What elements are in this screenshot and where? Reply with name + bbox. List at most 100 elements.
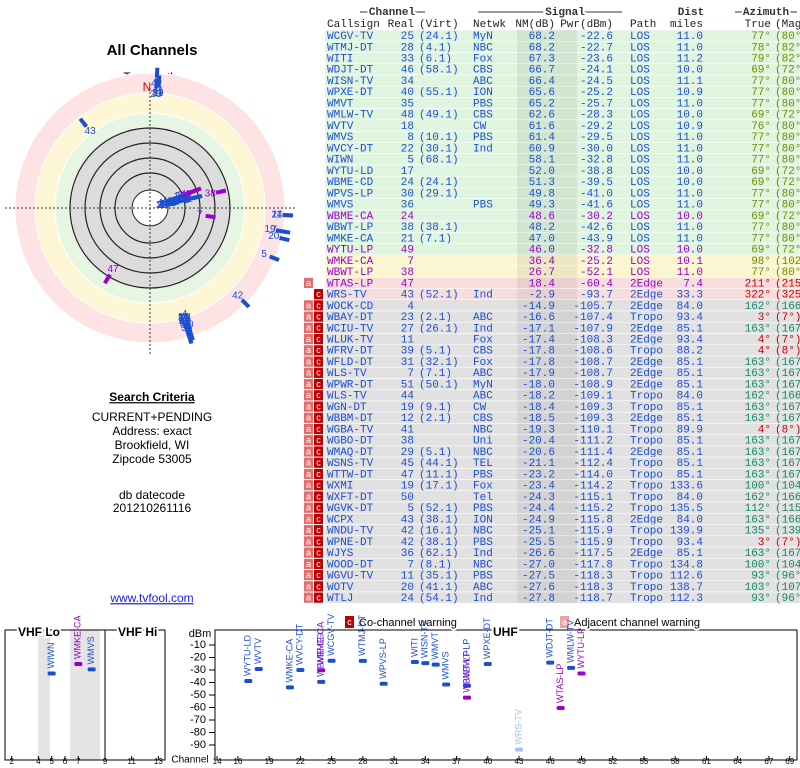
warning-letter: a	[306, 401, 311, 411]
table-cell: (17.1)	[419, 481, 459, 493]
table-cell: 112°	[745, 503, 771, 515]
table-cell: 3°	[758, 312, 771, 324]
table-cell: PBS	[473, 537, 493, 549]
signal-label: WTAS-LP	[555, 664, 565, 703]
table-cell: LOS	[630, 132, 650, 144]
table-cell: (8°)	[775, 424, 800, 436]
table-cell: 85.1	[677, 458, 704, 470]
table-cell: ABC	[473, 582, 493, 594]
table-cell: 11.0	[677, 267, 703, 279]
table-cell: 33	[401, 54, 414, 66]
table-cell: Ind	[473, 143, 493, 155]
table-cell: 49	[401, 245, 414, 257]
table-cell: -26.6	[522, 548, 555, 560]
table-cell: -41.6	[580, 200, 613, 212]
nm-cell	[517, 580, 577, 592]
y-tick-label: -50	[190, 689, 206, 701]
table-cell: 2Edge	[630, 413, 663, 425]
warning-icon	[304, 558, 313, 570]
table-cell: 11.0	[677, 233, 703, 245]
table-cell: 24	[401, 177, 415, 189]
table-cell: 38	[401, 436, 414, 448]
signal-label: WMLW-TV	[565, 620, 575, 663]
table-cell: -24.5	[580, 76, 613, 88]
table-cell: PBS	[473, 503, 493, 515]
table-cell: 77°	[751, 233, 771, 245]
table-cell: 36	[401, 200, 414, 212]
warning-icon	[304, 570, 313, 581]
signal-label: WVTV	[253, 638, 263, 664]
table-cell: 11.0	[677, 143, 703, 155]
table-cell: MyN	[473, 31, 493, 43]
table-cell: (167°)	[775, 548, 800, 560]
radar-channel: 36	[181, 323, 193, 334]
table-cell: 41	[401, 424, 415, 436]
site-link[interactable]: www.tvfool.com	[109, 591, 193, 605]
table-cell: WCIU-TV	[327, 323, 374, 335]
table-cell: 11	[401, 571, 415, 583]
x-tick-label: 2	[9, 757, 14, 766]
radar-channel: 48	[162, 196, 174, 207]
table-cell: 77°	[751, 200, 771, 212]
x-tick-label: 7	[76, 757, 81, 766]
warning-letter: a	[306, 379, 311, 389]
table-cell: -115.2	[573, 503, 613, 515]
warning-icon	[304, 491, 313, 502]
table-cell: (167°)	[775, 357, 800, 369]
radar-station	[187, 330, 195, 341]
warning-icon	[314, 412, 323, 423]
table-cell: 2Edge	[630, 379, 663, 391]
table-cell: (16.1)	[419, 526, 459, 538]
table-cell: WGVU-TV	[327, 571, 374, 583]
radar-station	[172, 193, 184, 202]
nm-cell	[517, 333, 577, 345]
warning-letter: a	[306, 480, 311, 490]
table-cell: Tel	[473, 492, 493, 504]
warning-letter: a	[306, 368, 311, 378]
radar-channel: 29	[179, 316, 191, 327]
signal-marker	[462, 683, 471, 688]
signal-label: WBWT-LP	[461, 639, 471, 681]
column-header: miles	[670, 19, 703, 31]
y-axis-label: dBm	[189, 628, 212, 640]
table-cell: NBC	[473, 424, 493, 436]
radar-station	[78, 117, 88, 128]
signal-marker	[74, 662, 83, 666]
radar-channel: 45	[179, 317, 191, 328]
radar-station	[205, 213, 216, 220]
table-cell: (38.1)	[419, 537, 459, 549]
table-cell: -109.1	[573, 391, 613, 403]
signal-marker	[358, 658, 367, 663]
table-cell: -20.4	[522, 436, 555, 448]
table-cell: LOS	[630, 65, 650, 77]
table-cell: WSNS-TV	[327, 458, 374, 470]
table-cell: -108.9	[573, 379, 613, 391]
table-cell: -24.1	[580, 65, 613, 77]
table-cell: 43	[401, 290, 414, 302]
signal-marker	[317, 679, 326, 684]
column-header: Pwr(dBm)	[560, 19, 613, 31]
table-cell: Ind	[473, 593, 493, 605]
table-cell: (38.1)	[419, 222, 459, 234]
table-cell: (8.1)	[419, 559, 452, 571]
table-cell: 138.7	[670, 582, 703, 594]
table-cell: LOS	[630, 87, 650, 99]
table-cell: 135.5	[670, 503, 703, 515]
warning-letter: c	[316, 323, 321, 333]
group-header: Signal	[545, 7, 585, 19]
table-cell: (167°)	[775, 379, 800, 391]
table-cell: 163°	[745, 357, 771, 369]
table-cell: 2Edge	[630, 323, 663, 335]
table-cell: 11.0	[677, 132, 703, 144]
radar-channel: 43	[181, 321, 193, 332]
table-cell: 23	[401, 312, 414, 324]
table-cell: 5	[407, 503, 414, 515]
signal-label: WMVS	[441, 652, 451, 680]
signal-marker	[285, 685, 294, 690]
table-cell: (8°)	[775, 346, 800, 358]
table-cell: WFLD-DT	[327, 357, 374, 369]
warning-icon	[304, 367, 313, 378]
signal-label: WBME-CA	[316, 622, 326, 666]
table-cell: 85.1	[677, 413, 704, 425]
warning-icon	[304, 435, 313, 446]
